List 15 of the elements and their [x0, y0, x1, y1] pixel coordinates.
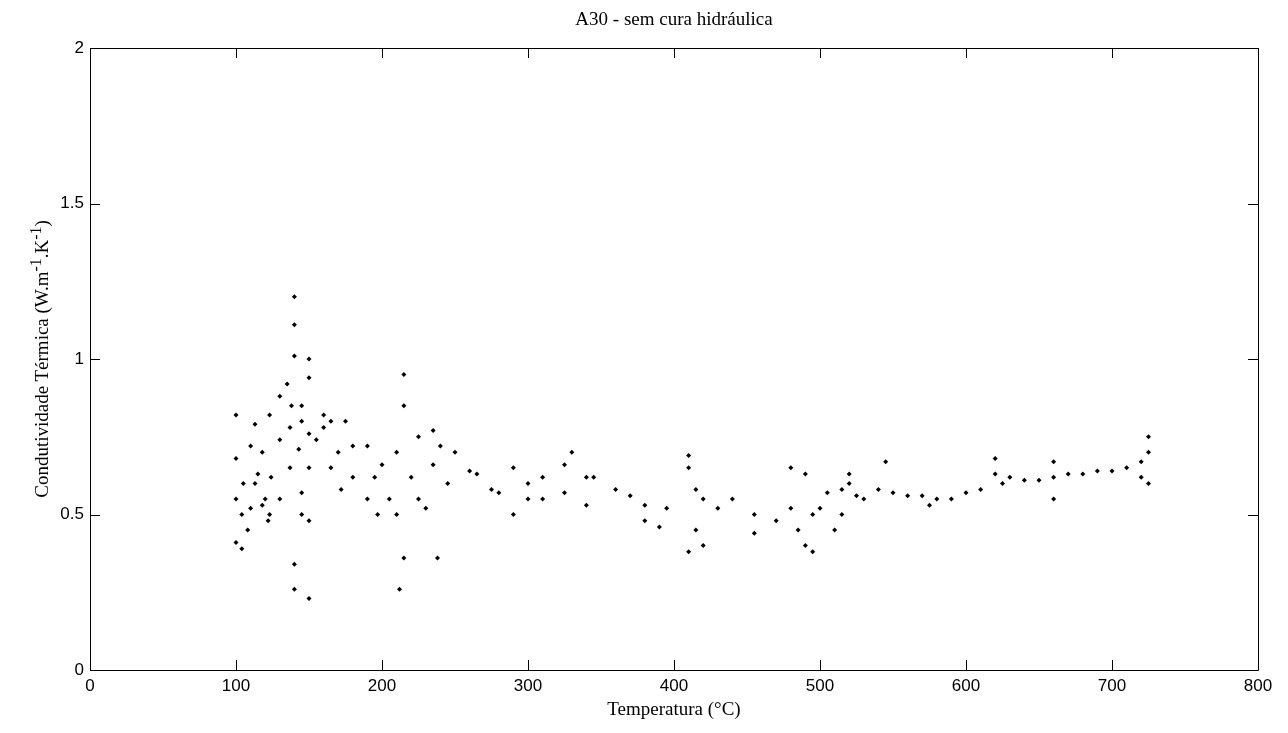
y-tick-label: 0 — [74, 659, 84, 679]
y-tick-label: 1 — [74, 348, 84, 368]
y-tick-label: 0.5 — [60, 504, 84, 524]
x-axis-title: Temperatura (°C) — [606, 698, 742, 720]
x-tick-label: 500 — [805, 675, 835, 695]
x-tick-label: 200 — [367, 675, 397, 695]
y-tick-label: 1.5 — [60, 193, 84, 213]
x-tick-label: 100 — [221, 675, 251, 695]
x-tick-label: 400 — [659, 675, 689, 695]
x-tick-label: 600 — [951, 675, 981, 695]
x-tick-label: 300 — [513, 675, 543, 695]
chart-title: A30 - sem cura hidráulica — [574, 8, 774, 30]
x-tick-label: 800 — [1243, 675, 1273, 695]
x-tick-label: 700 — [1097, 675, 1127, 695]
y-tick-label: 2 — [74, 37, 84, 57]
